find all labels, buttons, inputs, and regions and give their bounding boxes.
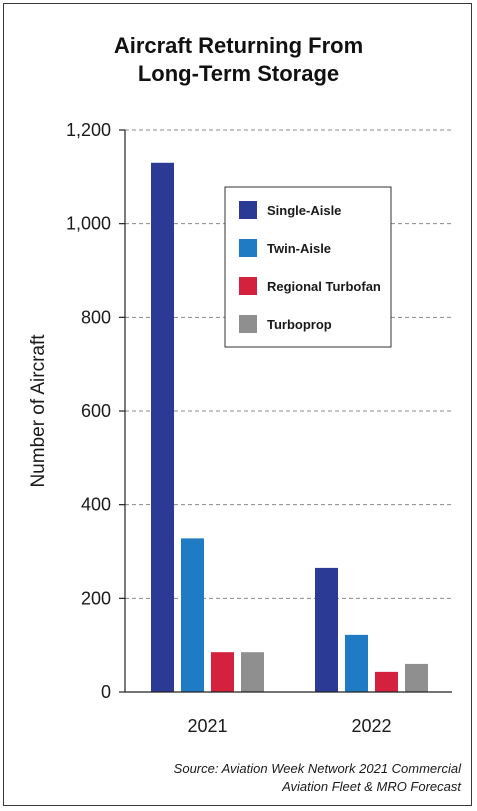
- bar-single-aisle-2021: [151, 162, 174, 693]
- y-tick-label: 600: [81, 401, 111, 421]
- y-tick-label: 1,000: [66, 214, 111, 234]
- bars: [151, 162, 428, 693]
- legend-label: Twin-Aisle: [267, 241, 331, 256]
- bar-regional-turbofan-2022: [375, 671, 398, 692]
- y-tick-label: 800: [81, 307, 111, 327]
- bar-regional-turbofan-2021: [211, 652, 234, 692]
- y-tick-label: 200: [81, 588, 111, 608]
- legend-swatch: [239, 277, 257, 295]
- source-note: Source: Aviation Week Network 2021 Comme…: [81, 760, 461, 796]
- legend-swatch: [239, 239, 257, 257]
- legend: Single-Aisle Twin-Aisle Regional Turbofan T…: [224, 186, 392, 348]
- bar-twin-aisle-2022: [345, 634, 368, 692]
- y-tick-label: 1,200: [66, 120, 111, 140]
- bar-turboprop-2022: [405, 663, 428, 692]
- x-category-label: 2022: [351, 716, 391, 736]
- y-axis-ticks: 0 200 400 600 800 1,000 1,200: [66, 120, 125, 702]
- source-line-1: Source: Aviation Week Network 2021 Comme…: [173, 761, 461, 776]
- bar-twin-aisle-2021: [181, 538, 204, 692]
- x-category-label: 2021: [187, 716, 227, 736]
- bar-turboprop-2021: [241, 652, 264, 692]
- y-axis-label: Number of Aircraft: [28, 334, 49, 488]
- y-tick-label: 400: [81, 495, 111, 515]
- legend-swatch: [239, 201, 257, 219]
- chart-title-line-1: Aircraft Returning From: [113, 33, 364, 58]
- chart-title-line-2: Long-Term Storage: [137, 61, 340, 86]
- source-line-2: Aviation Fleet & MRO Forecast: [282, 779, 461, 794]
- x-axis-categories: 2021 2022: [187, 716, 391, 736]
- legend-swatch: [239, 315, 257, 333]
- legend-label: Turboprop: [267, 317, 332, 332]
- legend-label: Regional Turbofan: [267, 279, 381, 294]
- legend-label: Single-Aisle: [267, 203, 341, 218]
- chart-title: Aircraft Returning From Long-Term Storag…: [0, 32, 477, 88]
- y-tick-label: 0: [101, 682, 111, 702]
- bar-single-aisle-2022: [315, 567, 338, 692]
